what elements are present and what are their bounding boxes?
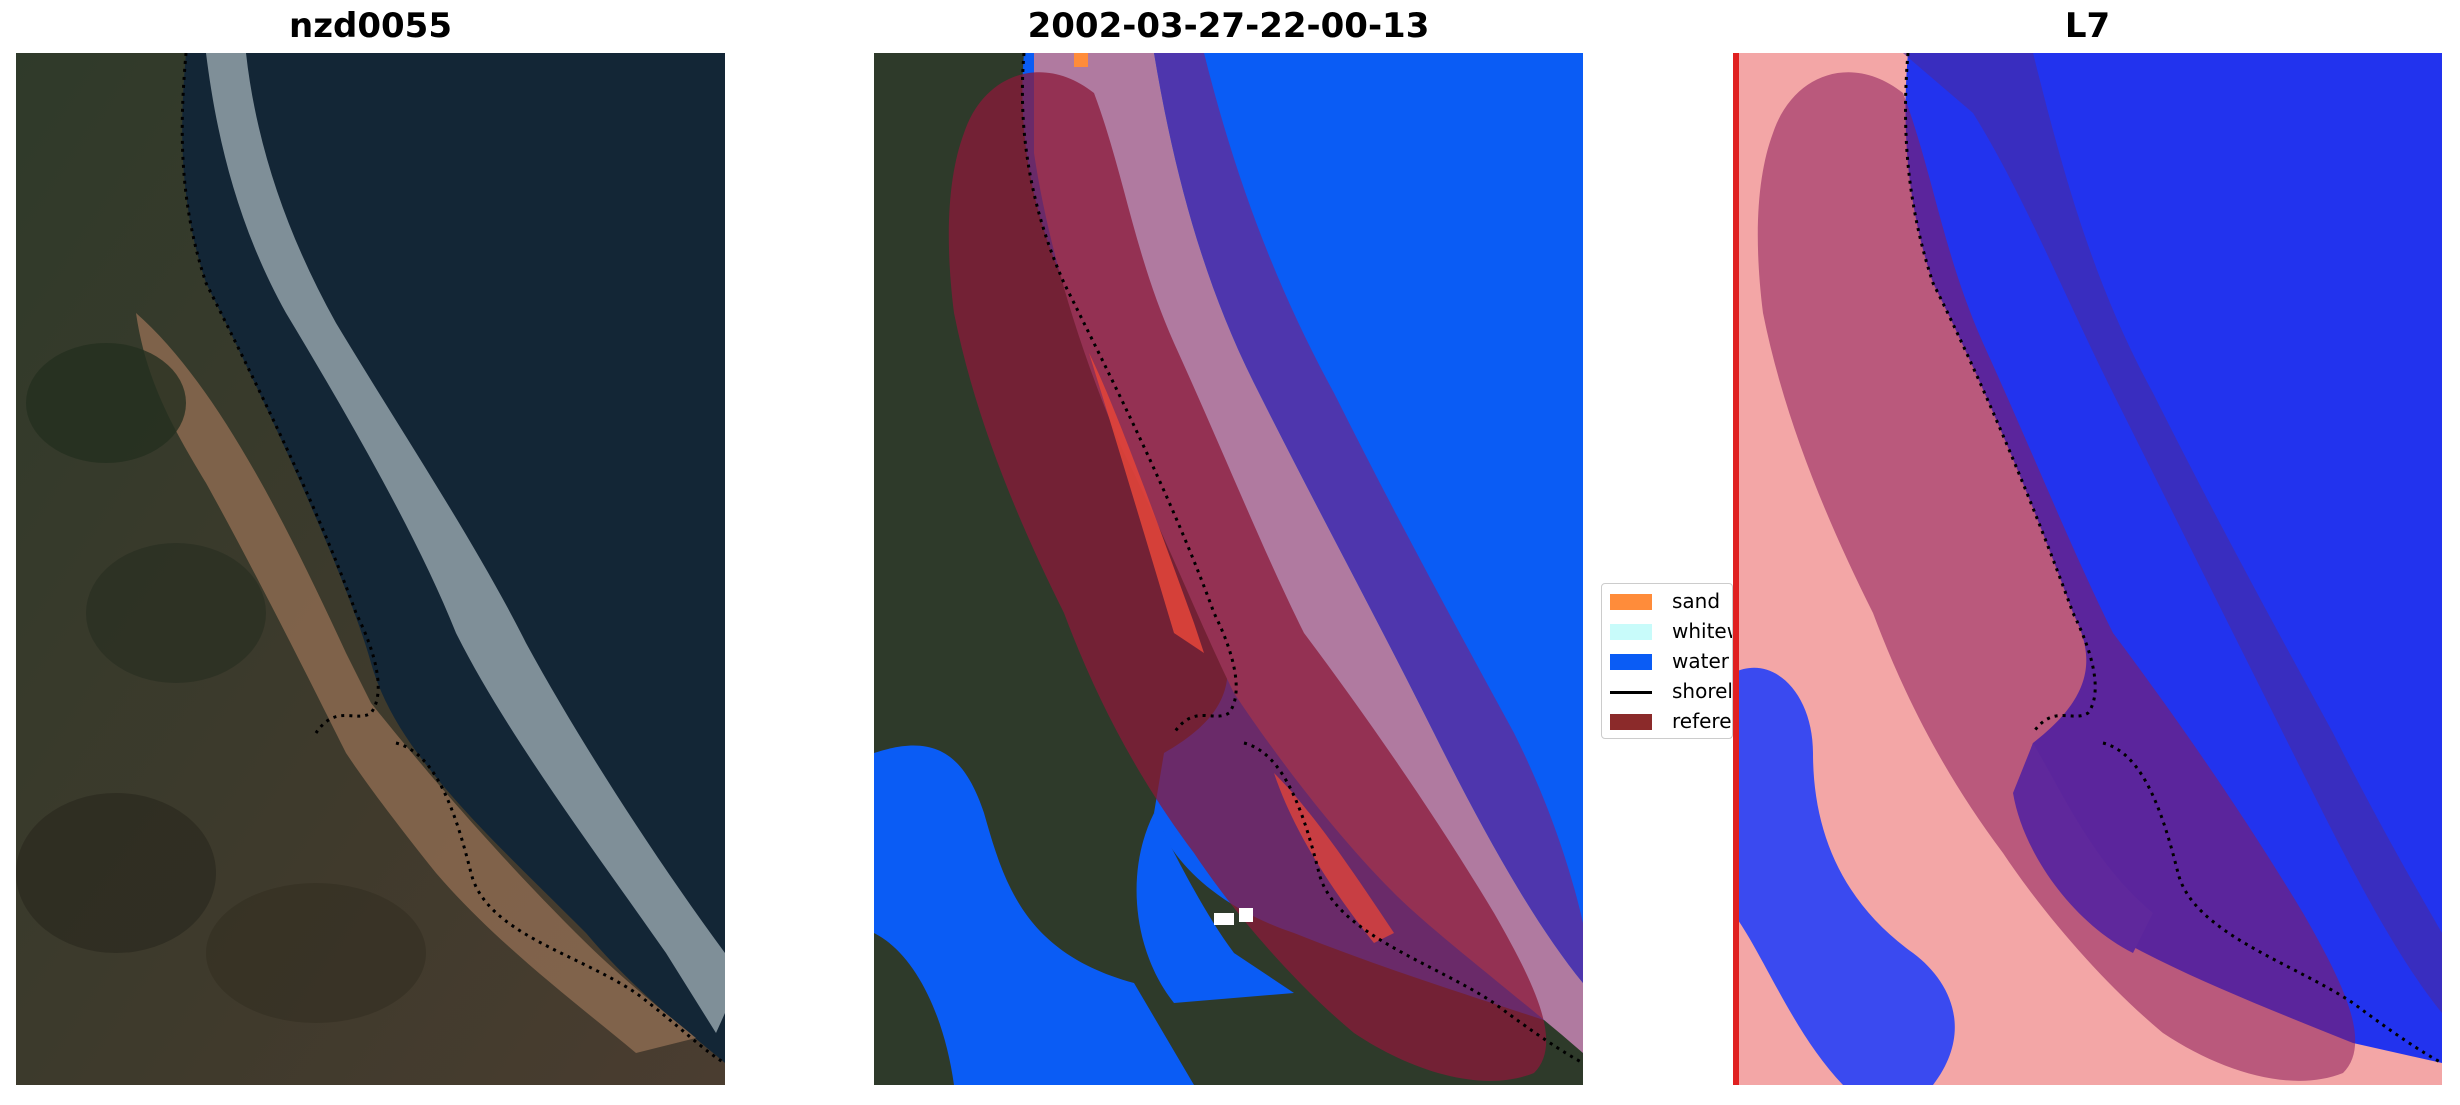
panel-title-classification: 2002-03-27-22-00-13: [1027, 6, 1430, 46]
legend-swatch-sand: [1610, 594, 1652, 610]
legend-item-water: water: [1610, 647, 1732, 677]
legend-label-shoreline: shorel: [1672, 679, 1733, 703]
legend-swatch-whitewater: [1610, 624, 1652, 640]
legend-label-reference: referen: [1672, 709, 1732, 733]
legend-line-shoreline: [1610, 691, 1652, 694]
legend-item-shoreline: shorel: [1610, 677, 1733, 707]
legend-item-reference: referen: [1610, 707, 1732, 737]
rgb-image: [16, 53, 725, 1085]
legend-label-water: water: [1672, 649, 1729, 673]
panel-title-rgb: nzd0055: [289, 6, 452, 46]
classification-image: [874, 53, 1583, 1085]
rgb-image-panel: [16, 53, 725, 1085]
legend-swatch-water: [1610, 654, 1652, 670]
index-image: [1733, 53, 2442, 1085]
panel-title-index: L7: [2064, 6, 2111, 46]
classification-panel: [874, 53, 1583, 1085]
legend-swatch-reference: [1610, 714, 1652, 730]
index-panel: [1733, 53, 2442, 1085]
legend-item-sand: sand: [1610, 587, 1732, 617]
legend-label-sand: sand: [1672, 589, 1721, 613]
